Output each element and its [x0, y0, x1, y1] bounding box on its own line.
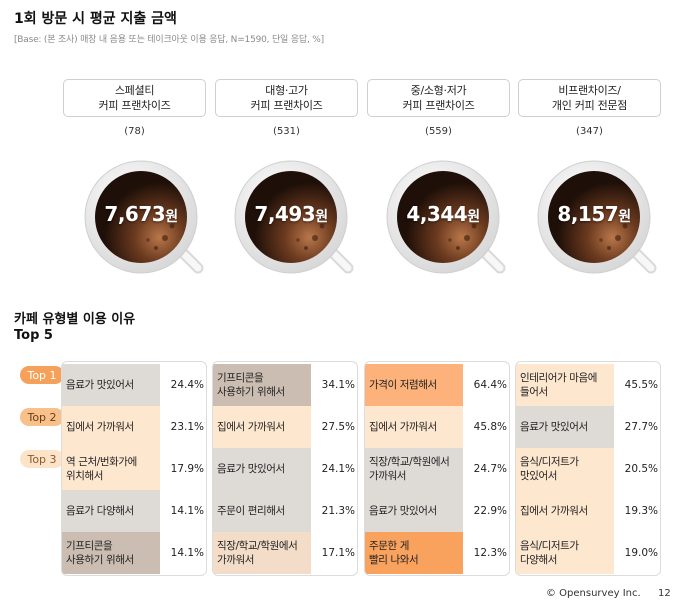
rank-pill-top1: Top 1: [20, 366, 64, 384]
reason-row: 직장/학교/학원에서 가까워서 17.1%: [213, 532, 357, 574]
reason-percent: 24.7%: [473, 463, 507, 475]
reason-label: 기프티콘을 사용하기 위해서: [213, 364, 311, 406]
reason-percent: 23.1%: [170, 421, 204, 433]
base-note: [Base: (본 조사) 매장 내 음용 또는 테이크아웃 이용 응답, N=…: [14, 35, 324, 45]
reason-percent: 19.0%: [624, 547, 658, 559]
reason-row: 역 근처/번화가에 위치해서 17.9%: [62, 448, 206, 490]
segment-sample-size: (347): [576, 126, 603, 137]
reasons-panel: 음료가 맛있어서 24.4% 집에서 가까워서 23.1% 역 근처/번화가에 위치해서…: [61, 361, 207, 576]
reason-label: 집에서 가까워서: [213, 406, 311, 448]
reason-label: 직장/학교/학원에서 가까워서: [213, 532, 311, 574]
reason-label: 음식/디저트가 다양해서: [516, 532, 614, 574]
reason-percent: 22.9%: [473, 505, 507, 517]
reasons-panel: 기프티콘을 사용하기 위해서 34.1% 집에서 가까워서 27.5% 음료가 맛있어서…: [212, 361, 358, 576]
reason-row: 음료가 맛있어서 24.4%: [62, 364, 206, 406]
reason-label: 인테리어가 마음에 들어서: [516, 364, 614, 406]
reason-label: 음료가 맛있어서: [516, 406, 614, 448]
reason-row: 집에서 가까워서 27.5%: [213, 406, 357, 448]
segment-sample-size: (559): [425, 126, 452, 137]
reasons-subtitle: Top 5: [14, 328, 53, 343]
reason-label: 직장/학교/학원에서 가까워서: [365, 448, 463, 490]
reason-label: 음료가 맛있어서: [62, 364, 160, 406]
reason-percent: 21.3%: [321, 505, 355, 517]
segment-label: 스페셜티 커피 프랜차이즈: [63, 79, 206, 117]
reason-label: 가격이 저렴해서: [365, 364, 463, 406]
reason-row: 음료가 다양해서 14.1%: [62, 490, 206, 532]
reason-row: 기프티콘을 사용하기 위해서 34.1%: [213, 364, 357, 406]
reason-percent: 27.7%: [624, 421, 658, 433]
reason-percent: 64.4%: [473, 379, 507, 391]
reason-percent: 24.4%: [170, 379, 204, 391]
reason-percent: 27.5%: [321, 421, 355, 433]
reason-row: 직장/학교/학원에서 가까워서 24.7%: [365, 448, 509, 490]
reason-label: 음료가 다양해서: [62, 490, 160, 532]
reason-row: 음료가 맛있어서 22.9%: [365, 490, 509, 532]
reason-row: 집에서 가까워서 45.8%: [365, 406, 509, 448]
reason-row: 집에서 가까워서 23.1%: [62, 406, 206, 448]
reason-row: 음료가 맛있어서 27.7%: [516, 406, 660, 448]
reason-percent: 14.1%: [170, 547, 204, 559]
reason-row: 음식/디저트가 다양해서 19.0%: [516, 532, 660, 574]
reason-percent: 19.3%: [624, 505, 658, 517]
reason-label: 집에서 가까워서: [516, 490, 614, 532]
segment-label: 대형·고가 커피 프랜차이즈: [215, 79, 358, 117]
reason-row: 음식/디저트가 맛있어서 20.5%: [516, 448, 660, 490]
page-number: 12: [658, 588, 671, 599]
reasons-panel: 인테리어가 마음에 들어서 45.5% 음료가 맛있어서 27.7% 음식/디저트가 맛…: [515, 361, 661, 576]
reason-row: 주문한 게 빨리 나와서 12.3%: [365, 532, 509, 574]
reason-percent: 45.5%: [624, 379, 658, 391]
reason-percent: 45.8%: [473, 421, 507, 433]
reasons-panel: 가격이 저렴해서 64.4% 집에서 가까워서 45.8% 직장/학교/학원에서 가까워…: [364, 361, 510, 576]
rank-pill-top2: Top 2: [20, 408, 64, 426]
coffee-cup-icon: 8,157원: [535, 158, 665, 283]
average-spend-value: 7,673원: [104, 202, 178, 226]
reason-label: 역 근처/번화가에 위치해서: [62, 448, 160, 490]
reasons-title: 카페 유형별 이용 이유: [14, 312, 136, 327]
segment-sample-size: (531): [273, 126, 300, 137]
average-spend-value: 4,344원: [406, 202, 480, 226]
reason-percent: 17.9%: [170, 463, 204, 475]
copyright: © Opensurvey Inc.: [546, 588, 641, 599]
reason-label: 음료가 맛있어서: [213, 448, 311, 490]
reason-percent: 17.1%: [321, 547, 355, 559]
reason-label: 음식/디저트가 맛있어서: [516, 448, 614, 490]
reason-label: 주문한 게 빨리 나와서: [365, 532, 463, 574]
segment-label: 중/소형·저가 커피 프랜차이즈: [367, 79, 510, 117]
reason-label: 집에서 가까워서: [62, 406, 160, 448]
coffee-cup-icon: 7,673원: [82, 158, 212, 283]
reason-row: 기프티콘을 사용하기 위해서 14.1%: [62, 532, 206, 574]
reason-label: 집에서 가까워서: [365, 406, 463, 448]
reason-label: 기프티콘을 사용하기 위해서: [62, 532, 160, 574]
reason-row: 집에서 가까워서 19.3%: [516, 490, 660, 532]
segment-sample-size: (78): [124, 126, 145, 137]
reason-percent: 14.1%: [170, 505, 204, 517]
reason-percent: 34.1%: [321, 379, 355, 391]
reason-percent: 24.1%: [321, 463, 355, 475]
coffee-cup-icon: 4,344원: [384, 158, 514, 283]
segment-label: 비프랜차이즈/ 개인 커피 전문점: [518, 79, 661, 117]
reason-label: 주문이 편리해서: [213, 490, 311, 532]
reason-row: 주문이 편리해서 21.3%: [213, 490, 357, 532]
reason-row: 인테리어가 마음에 들어서 45.5%: [516, 364, 660, 406]
average-spend-value: 7,493원: [254, 202, 328, 226]
coffee-cup-icon: 7,493원: [232, 158, 362, 283]
average-spend-value: 8,157원: [557, 202, 631, 226]
page-title: 1회 방문 시 평균 지출 금액: [14, 11, 177, 27]
reason-percent: 20.5%: [624, 463, 658, 475]
reason-row: 가격이 저렴해서 64.4%: [365, 364, 509, 406]
reason-row: 음료가 맛있어서 24.1%: [213, 448, 357, 490]
reason-label: 음료가 맛있어서: [365, 490, 463, 532]
rank-pill-top3: Top 3: [20, 450, 64, 468]
reason-percent: 12.3%: [473, 547, 507, 559]
